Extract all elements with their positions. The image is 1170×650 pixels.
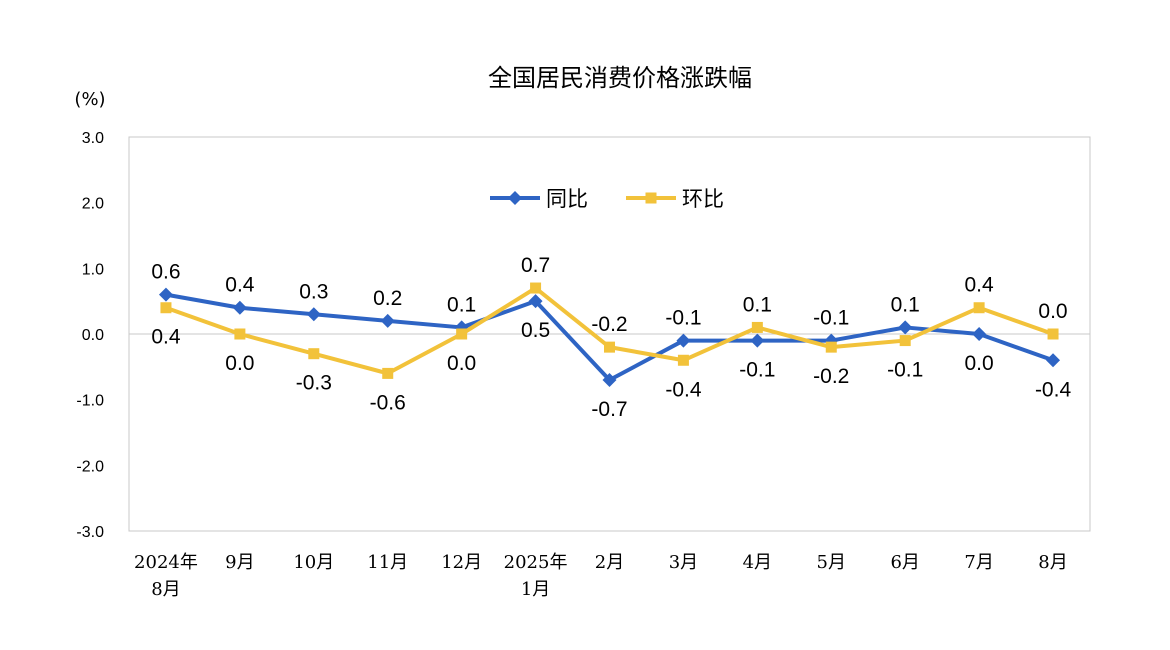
yoy-data-label: 0.1 — [447, 293, 476, 316]
x-tick-label: 3月 — [669, 552, 698, 573]
yoy-point-marker — [158, 287, 173, 302]
yoy-data-label: 0.5 — [521, 319, 550, 342]
legend-label-mom: 环比 — [682, 187, 724, 211]
yoy-data-label: 0.0 — [965, 352, 994, 375]
x-tick-label: 4月 — [743, 552, 772, 573]
yoy-data-label: 0.1 — [891, 293, 920, 316]
yoy-point-marker — [602, 372, 617, 387]
mom-data-label: -0.6 — [370, 391, 406, 414]
mom-point-marker — [308, 348, 320, 360]
yoy-point-marker — [898, 320, 913, 335]
yoy-data-label: 0.6 — [151, 261, 180, 284]
mom-data-label: -0.4 — [665, 378, 702, 401]
x-tick-label: 6月 — [890, 552, 919, 573]
x-tick-label: 8月 — [1038, 552, 1067, 573]
chart-title: 全国居民消费价格涨跌幅 — [488, 64, 752, 92]
mom-data-label: 0.0 — [447, 352, 476, 375]
mom-data-label: 0.0 — [1038, 300, 1067, 323]
mom-point-marker — [1047, 328, 1059, 340]
y-axis-unit-label: (%) — [74, 89, 105, 110]
yoy-data-label: -0.4 — [1035, 378, 1072, 401]
yoy-point-marker — [232, 300, 247, 315]
y-tick-label: -2.0 — [76, 458, 104, 475]
series-layer — [158, 282, 1061, 387]
x-tick-label: 1月 — [521, 579, 550, 600]
y-tick-label: 2.0 — [82, 196, 104, 213]
mom-point-marker — [160, 302, 172, 314]
x-tick-label: 2月 — [595, 552, 624, 573]
yoy-data-label: 0.4 — [225, 274, 255, 297]
yoy-point-marker — [676, 333, 691, 348]
yoy-point-marker — [528, 294, 543, 309]
mom-data-label: -0.2 — [591, 313, 627, 336]
mom-point-marker — [530, 282, 542, 294]
legend-label-yoy: 同比 — [546, 187, 588, 211]
mom-point-marker — [604, 341, 615, 353]
mom-point-marker — [825, 341, 837, 353]
yoy-point-marker — [750, 333, 765, 348]
yoy-data-label: -0.1 — [665, 307, 701, 330]
mom-data-label: 0.7 — [521, 254, 550, 277]
x-axis-ticks: 2024年 8月 9月 10月 11月 12月 2025年 1月 2月 3月 4月 5月 6月 7月 8月 — [134, 552, 1068, 600]
x-tick-label: 7月 — [964, 552, 993, 573]
mom-point-marker — [751, 321, 763, 333]
mom-point-marker — [382, 367, 394, 379]
y-tick-label: 3.0 — [82, 130, 104, 147]
yoy-data-label: 0.2 — [373, 287, 402, 310]
data-labels: 0.6 0.4 0.4 0.0 0.3 -0.3 0.2 -0.6 0.1 0.0 0.5 0.7 -0… — [151, 254, 1071, 421]
x-tick-label: 11月 — [367, 552, 408, 573]
mom-point-marker — [234, 328, 246, 340]
y-axis-ticks: 3.0 2.0 1.0 0.0 -1.0 -2.0 -3.0 — [76, 130, 104, 541]
x-tick-label: 5月 — [817, 552, 846, 573]
x-tick-label: 12月 — [441, 552, 482, 573]
y-tick-label: 0.0 — [82, 327, 104, 344]
x-tick-label: 2025年 — [504, 552, 568, 573]
mom-data-label: 0.4 — [965, 274, 995, 297]
x-tick-label: 2024年 — [134, 552, 198, 573]
yoy-data-label: -0.1 — [739, 359, 775, 382]
mom-data-label: -0.2 — [813, 365, 849, 388]
mom-point-marker — [899, 335, 911, 347]
mom-point-marker — [973, 302, 985, 314]
mom-data-label: -0.1 — [887, 359, 923, 382]
mom-point-marker — [677, 354, 689, 366]
y-tick-label: 1.0 — [82, 261, 104, 278]
x-tick-label: 10月 — [293, 552, 334, 573]
yoy-point-marker — [1046, 353, 1061, 368]
yoy-data-label: 0.3 — [299, 280, 328, 303]
yoy-data-label: -0.7 — [591, 398, 627, 421]
yoy-point-marker — [380, 313, 395, 328]
y-tick-label: -3.0 — [76, 524, 104, 541]
mom-data-label: 0.4 — [151, 326, 181, 349]
mom-data-label: -0.3 — [296, 372, 332, 395]
y-tick-label: -1.0 — [76, 393, 104, 410]
yoy-point-marker — [972, 327, 987, 341]
yoy-point-marker — [306, 307, 321, 322]
yoy-data-label: -0.1 — [813, 307, 849, 330]
legend-marker-yoy — [508, 191, 522, 205]
x-tick-label: 9月 — [225, 552, 254, 573]
legend: 同比 环比 — [490, 187, 724, 211]
legend-marker-mom — [645, 192, 657, 204]
mom-point-marker — [456, 328, 468, 340]
mom-data-label: 0.0 — [225, 352, 254, 375]
x-tick-label: 8月 — [151, 579, 180, 600]
mom-data-label: 0.1 — [743, 293, 772, 316]
